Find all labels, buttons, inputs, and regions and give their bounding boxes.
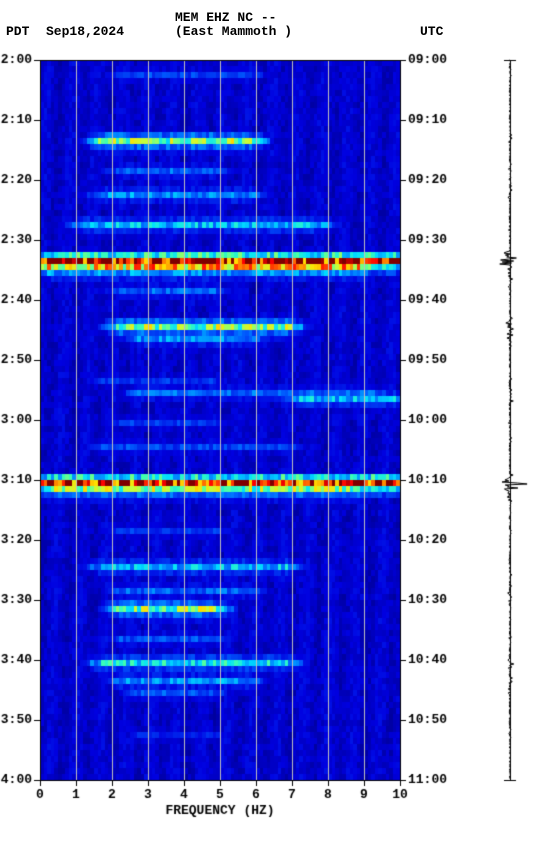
spectrogram-plot: PDT Sep18,2024 MEM EHZ NC -- (East Mammo… xyxy=(0,0,552,864)
spectrogram-canvas xyxy=(0,0,552,864)
